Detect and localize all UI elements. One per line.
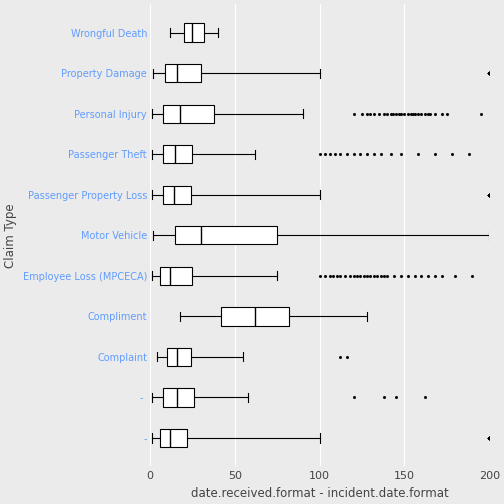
PathPatch shape: [160, 267, 193, 285]
PathPatch shape: [163, 389, 194, 407]
Y-axis label: Claim Type: Claim Type: [4, 203, 17, 268]
PathPatch shape: [163, 104, 214, 123]
PathPatch shape: [163, 145, 193, 163]
PathPatch shape: [175, 226, 277, 244]
PathPatch shape: [167, 348, 191, 366]
PathPatch shape: [163, 185, 191, 204]
PathPatch shape: [184, 23, 204, 42]
X-axis label: date.received.format - incident.date.format: date.received.format - incident.date.for…: [191, 487, 449, 500]
PathPatch shape: [221, 307, 289, 326]
PathPatch shape: [165, 64, 201, 82]
PathPatch shape: [160, 429, 187, 447]
